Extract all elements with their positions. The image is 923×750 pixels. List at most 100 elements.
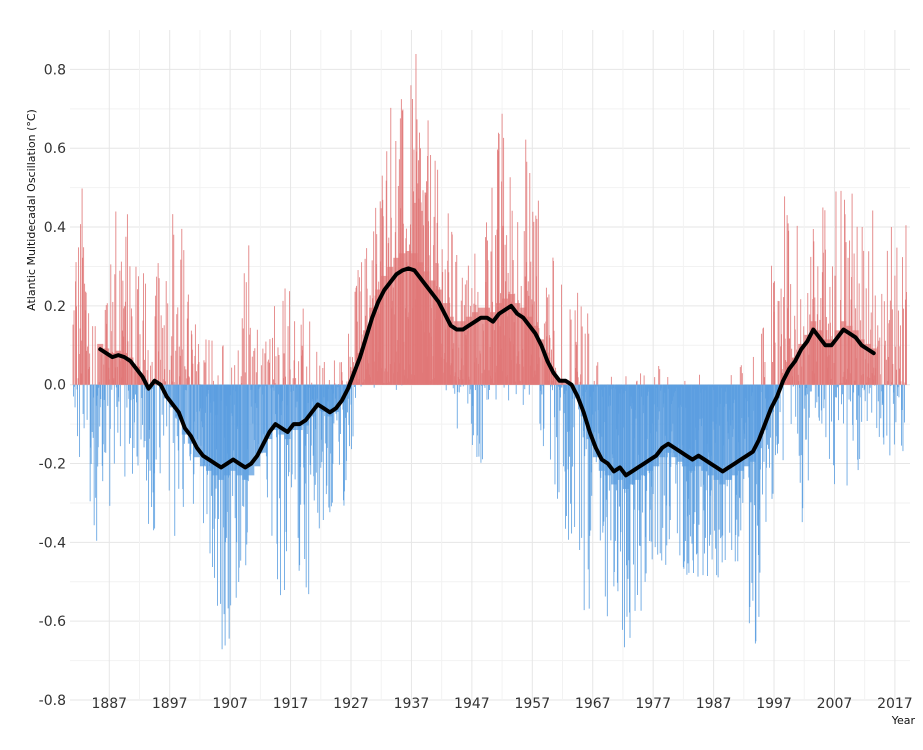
- core-bar: [749, 384, 756, 462]
- core-bar: [701, 384, 708, 471]
- core-bar: [423, 271, 430, 385]
- core-bar: [212, 384, 219, 476]
- core-bar: [242, 384, 249, 480]
- y-axis-label: Atlantic Multidecadal Oscillation (°C): [25, 109, 38, 311]
- core-bar: [218, 384, 225, 480]
- core-bar: [653, 384, 660, 467]
- core-bar: [616, 384, 623, 480]
- core-bar: [103, 348, 110, 385]
- x-tick-label: 2007: [817, 696, 853, 712]
- core-bar: [97, 343, 104, 385]
- x-tick-label: 1957: [514, 696, 550, 712]
- core-bar: [199, 384, 206, 467]
- core-bar: [683, 384, 690, 467]
- x-tick-labels: 1887 1897 1907 1917 1927 1937 1947 1957 1967 1977…: [91, 696, 912, 712]
- core-bar: [550, 371, 557, 385]
- core-bar: [713, 384, 720, 480]
- core-bar: [828, 339, 835, 385]
- core-bar: [411, 253, 418, 385]
- core-bar: [302, 384, 309, 426]
- core-bar: [719, 384, 726, 485]
- x-tick-label: 1907: [212, 696, 248, 712]
- core-bar: [375, 289, 382, 385]
- core-bar: [544, 357, 551, 385]
- smoothed-line-layer: [98, 266, 876, 478]
- core-bar: [477, 307, 484, 385]
- core-bar: [635, 384, 642, 480]
- core-bar: [429, 280, 436, 385]
- core-bar: [369, 307, 376, 385]
- core-bar: [574, 384, 581, 399]
- core-bar: [441, 303, 448, 385]
- x-tick-label: 2017: [877, 696, 913, 712]
- x-tick-label: 1917: [273, 696, 309, 712]
- core-bar: [284, 384, 291, 440]
- core-bar: [320, 384, 327, 412]
- core-bar: [224, 384, 231, 476]
- core-bar: [628, 384, 636, 485]
- core-bar: [381, 275, 388, 385]
- core-bar: [326, 384, 333, 417]
- core-bar: [314, 384, 321, 408]
- core-bar: [689, 384, 696, 471]
- core-bar: [834, 330, 841, 385]
- smoothed-line: [98, 266, 876, 478]
- core-bar: [852, 330, 859, 385]
- core-bar: [266, 384, 273, 440]
- core-bar: [592, 384, 599, 458]
- y-tick-label: -0.4: [39, 535, 66, 551]
- core-bar: [496, 303, 503, 385]
- core-bar: [193, 384, 200, 458]
- core-bar: [296, 384, 303, 431]
- x-axis-label: Year: [891, 714, 916, 727]
- core-bar: [659, 384, 666, 458]
- core-bar: [417, 262, 424, 385]
- x-tick-label: 1887: [91, 696, 127, 712]
- core-bar: [471, 312, 478, 385]
- x-tick-label: 1897: [152, 696, 188, 712]
- core-bar: [870, 348, 877, 385]
- core-bar: [363, 330, 370, 385]
- y-tick-label: 0.4: [44, 220, 66, 236]
- core-bar: [248, 384, 255, 476]
- core-bar: [538, 339, 545, 385]
- core-bar: [647, 384, 654, 471]
- core-bar: [278, 384, 285, 435]
- core-bar: [338, 384, 345, 403]
- x-tick-label: 1987: [696, 696, 732, 712]
- core-bar: [526, 316, 533, 385]
- core-bar: [483, 307, 490, 385]
- core-bar: [290, 384, 297, 431]
- core-bar: [622, 384, 629, 489]
- core-bar: [520, 307, 527, 385]
- core-bar: [447, 316, 454, 385]
- core-bar: [332, 384, 339, 412]
- core-bar: [641, 384, 648, 476]
- core-bar: [725, 384, 732, 480]
- core-bar: [308, 384, 315, 417]
- core-bar: [502, 298, 509, 385]
- core-bar: [435, 289, 442, 385]
- core-bar: [743, 384, 750, 467]
- core-bar: [707, 384, 714, 476]
- core-bar: [598, 384, 605, 471]
- core-bar: [387, 266, 394, 385]
- core-bar: [169, 384, 176, 408]
- core-bar: [671, 384, 678, 458]
- core-bar: [459, 321, 466, 385]
- core-bar: [610, 384, 617, 485]
- y-tick-label: 0.0: [44, 378, 66, 394]
- core-bar: [822, 339, 829, 385]
- core-bar: [230, 384, 237, 471]
- core-bar: [465, 316, 472, 385]
- core-bar: [187, 384, 194, 444]
- x-tick-label: 1947: [454, 696, 490, 712]
- core-bar: [858, 339, 865, 385]
- core-bar: [737, 384, 744, 471]
- core-bar: [393, 257, 400, 385]
- core-bar: [260, 384, 267, 453]
- core-bar: [761, 384, 768, 431]
- core-bar: [236, 384, 243, 476]
- core-bar: [490, 312, 497, 385]
